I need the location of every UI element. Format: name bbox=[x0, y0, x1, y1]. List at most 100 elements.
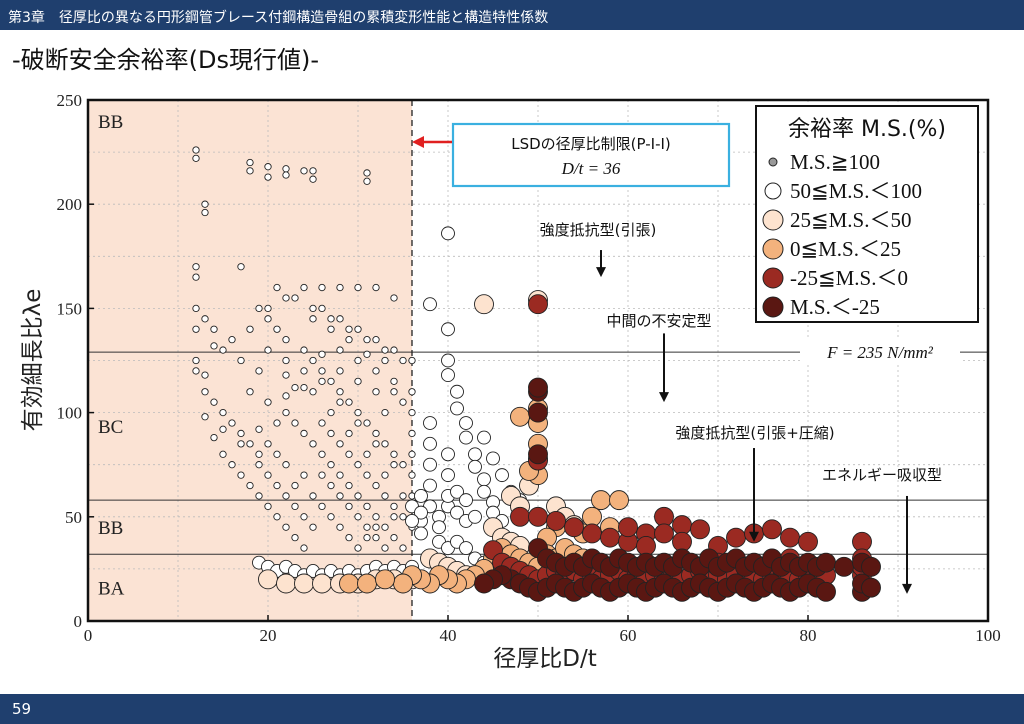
data-point bbox=[192, 304, 200, 313]
data-point bbox=[441, 322, 455, 337]
data-point bbox=[291, 502, 299, 511]
data-point bbox=[363, 169, 371, 177]
legend-box bbox=[755, 105, 979, 323]
data-point bbox=[600, 527, 620, 548]
data-point bbox=[408, 408, 416, 417]
data-point bbox=[363, 336, 371, 344]
slide-title: -破断安全余裕率(Ds現行値)- bbox=[12, 46, 320, 74]
data-point bbox=[255, 425, 263, 433]
data-point bbox=[393, 573, 413, 594]
zone-label: BC bbox=[98, 417, 123, 438]
data-point bbox=[372, 523, 380, 531]
data-point bbox=[192, 273, 200, 281]
data-point bbox=[441, 226, 455, 241]
data-point bbox=[780, 527, 800, 548]
annotation-arrowhead bbox=[659, 392, 669, 403]
data-point bbox=[300, 346, 308, 354]
data-point bbox=[294, 573, 314, 594]
data-point bbox=[345, 533, 353, 542]
data-point bbox=[309, 440, 317, 448]
callout-line1: LSDの径厚比制限(P-Ⅰ-Ⅰ) bbox=[511, 135, 671, 153]
plot-frame bbox=[86, 98, 990, 623]
data-point bbox=[282, 492, 290, 500]
data-point bbox=[654, 523, 674, 544]
data-point bbox=[414, 526, 428, 541]
data-point bbox=[273, 419, 281, 427]
data-point bbox=[375, 569, 395, 590]
data-point bbox=[474, 573, 494, 594]
data-point bbox=[618, 517, 638, 538]
data-point bbox=[372, 336, 380, 344]
data-point bbox=[255, 450, 263, 458]
data-point bbox=[345, 481, 353, 490]
data-point bbox=[327, 429, 335, 438]
data-point bbox=[459, 541, 473, 556]
legend-marker bbox=[762, 296, 784, 318]
data-point bbox=[363, 450, 371, 458]
data-point bbox=[246, 158, 254, 167]
data-point bbox=[309, 356, 317, 365]
legend-title: 余裕率 M.S.(%) bbox=[788, 117, 946, 142]
data-point bbox=[546, 511, 566, 531]
annotation-label: 強度抵抗型(引張+圧縮) bbox=[675, 424, 834, 442]
data-point bbox=[363, 471, 371, 479]
data-point bbox=[201, 200, 209, 208]
data-point bbox=[852, 531, 872, 552]
legend-marker bbox=[764, 182, 782, 200]
data-point bbox=[510, 406, 530, 427]
data-point bbox=[201, 413, 209, 421]
data-point bbox=[336, 367, 344, 375]
x-tick-label: 80 bbox=[800, 626, 817, 645]
data-point bbox=[273, 481, 281, 490]
annotation-label: エネルギー吸収型 bbox=[822, 466, 942, 484]
data-point bbox=[282, 165, 290, 173]
data-point bbox=[255, 304, 263, 313]
data-point bbox=[381, 408, 389, 417]
data-point bbox=[318, 419, 326, 427]
data-point bbox=[390, 450, 398, 458]
data-point bbox=[354, 419, 362, 427]
data-point bbox=[219, 425, 227, 433]
data-point bbox=[291, 533, 299, 542]
data-point bbox=[327, 315, 335, 323]
data-point bbox=[201, 208, 209, 217]
legend-marker bbox=[762, 209, 784, 231]
data-point bbox=[282, 392, 290, 400]
data-point bbox=[264, 163, 272, 171]
footer-bar: 59 bbox=[0, 694, 1024, 724]
data-point bbox=[255, 367, 263, 375]
data-point bbox=[309, 388, 317, 396]
legend-label: 25≦M.S.＜50 bbox=[790, 208, 911, 232]
callout-arrowhead bbox=[412, 136, 424, 148]
data-point bbox=[816, 581, 836, 602]
data-point bbox=[345, 502, 353, 511]
data-point bbox=[354, 461, 362, 469]
data-point bbox=[636, 536, 656, 556]
data-point bbox=[363, 533, 371, 542]
data-point bbox=[318, 471, 326, 479]
data-point bbox=[495, 468, 509, 483]
data-point bbox=[276, 573, 296, 594]
data-point bbox=[450, 505, 464, 520]
data-point bbox=[372, 481, 380, 490]
data-point bbox=[468, 447, 482, 462]
data-point bbox=[372, 440, 380, 448]
y-tick-label: 150 bbox=[57, 299, 83, 318]
data-point bbox=[468, 459, 482, 474]
data-point bbox=[237, 263, 245, 271]
data-point bbox=[192, 325, 200, 333]
data-point bbox=[408, 450, 416, 458]
data-point bbox=[273, 325, 281, 333]
data-point bbox=[450, 484, 464, 499]
data-point bbox=[246, 481, 254, 490]
data-point bbox=[399, 492, 407, 500]
data-point bbox=[300, 544, 308, 552]
data-point bbox=[672, 515, 692, 536]
y-tick-label: 50 bbox=[65, 508, 82, 527]
data-point bbox=[408, 356, 416, 365]
data-point bbox=[219, 346, 227, 354]
data-point bbox=[228, 336, 236, 344]
data-point bbox=[318, 367, 326, 375]
y-axis-label: 有効細長比λe bbox=[20, 289, 46, 432]
data-point bbox=[264, 315, 272, 323]
